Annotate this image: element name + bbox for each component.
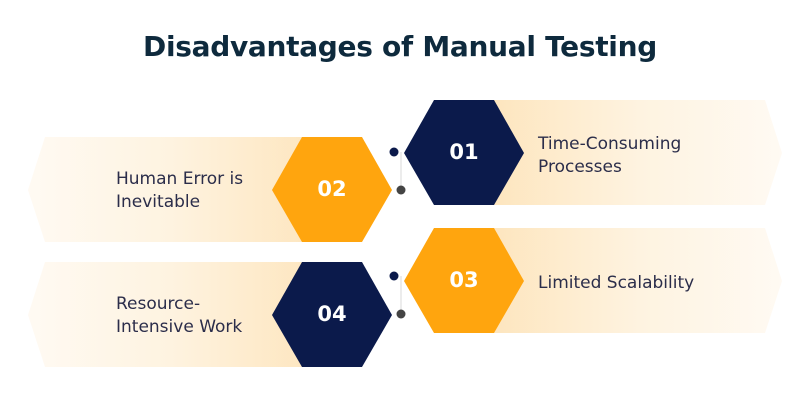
item-label-line: Resource- xyxy=(116,294,201,314)
banner-item-03 xyxy=(465,228,782,333)
connector-dot xyxy=(389,147,399,157)
hexagon-number-01: 01 xyxy=(449,140,479,164)
item-label-03: Limited Scalability xyxy=(538,272,694,295)
item-label-01: Time-Consuming Processes xyxy=(538,133,681,179)
page-title: Disadvantages of Manual Testing xyxy=(143,30,657,63)
item-label-line: Processes xyxy=(538,157,622,177)
hexagon-01 xyxy=(404,100,524,205)
item-label-04: Resource- Intensive Work xyxy=(116,293,242,339)
hexagon-number-03: 03 xyxy=(449,268,479,292)
hexagon-02 xyxy=(272,137,392,242)
hexagon-number-02: 02 xyxy=(317,177,347,201)
item-label-02: Human Error is Inevitable xyxy=(116,168,243,214)
hexagon-04 xyxy=(272,262,392,367)
connector-dot xyxy=(396,185,406,195)
connector-dot xyxy=(389,271,399,281)
banner-item-04 xyxy=(28,262,345,367)
item-label-line: Time-Consuming xyxy=(538,134,682,154)
item-label-line: Intensive Work xyxy=(116,317,243,337)
banner-item-01 xyxy=(465,100,782,205)
item-label-line: Inevitable xyxy=(116,192,201,212)
item-label-line: Limited Scalability xyxy=(538,273,695,293)
hexagon-number-04: 04 xyxy=(317,302,347,326)
banner-item-02 xyxy=(28,137,345,242)
item-label-line: Human Error is xyxy=(116,169,244,189)
connector-dot xyxy=(396,309,406,319)
hexagon-03 xyxy=(404,228,524,333)
